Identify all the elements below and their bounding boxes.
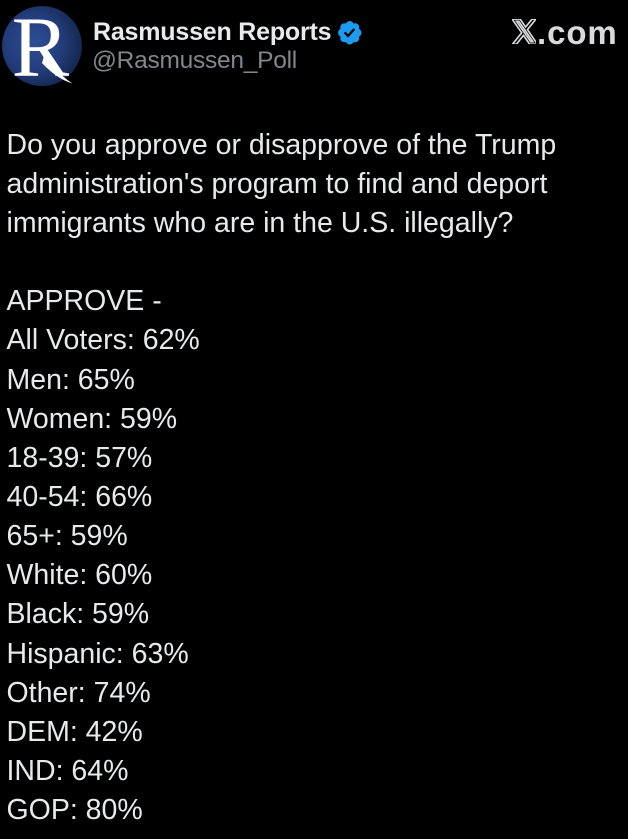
svg-text:R: R xyxy=(12,6,70,86)
